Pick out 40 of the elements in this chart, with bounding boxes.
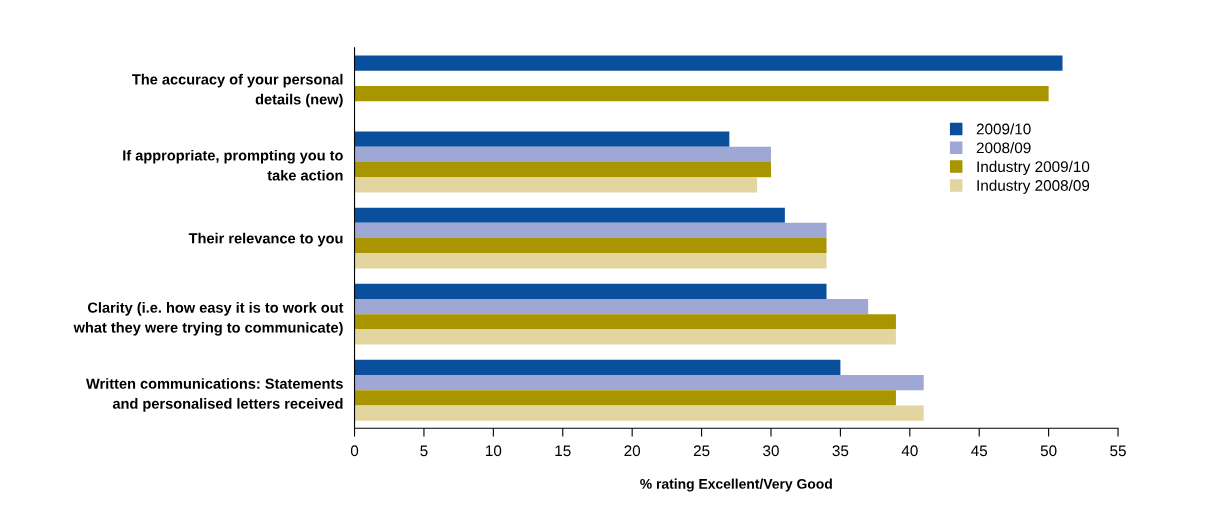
bar: [354, 359, 841, 376]
bar: [354, 146, 771, 162]
x-tick-label: 0: [350, 445, 359, 457]
bar: [354, 207, 785, 223]
x-tick-label: 10: [486, 445, 502, 457]
x-tick-label: 15: [555, 445, 571, 457]
y-tick-label: Their relevance to you: [188, 232, 343, 247]
y-tick-label: Clarity (i.e. how easy it is to work out what they were trying to communicate): [73, 302, 344, 336]
legend-label: 2008/09: [976, 142, 1031, 154]
legend-label: 2009/10: [976, 123, 1031, 135]
x-tick-label: 45: [971, 445, 988, 457]
y-tick-label: Written communications: Statements and personalised letters received: [86, 378, 343, 412]
x-tick-label: 25: [693, 445, 710, 457]
legend-label: Industry 2008/09: [977, 179, 1090, 194]
y-tick-label: The accuracy of your personal details (new): [132, 73, 343, 108]
legend-label: Industry 2009/10: [977, 160, 1090, 176]
x-tick-label: 30: [763, 445, 779, 457]
bar: [354, 375, 924, 391]
bar: [354, 283, 827, 299]
x-tick-label: 5: [420, 445, 428, 457]
bar: [354, 405, 924, 421]
bar: [354, 314, 896, 330]
x-tick-label: 55: [1110, 445, 1126, 457]
x-tick-label: 50: [1040, 445, 1057, 457]
bar: [354, 329, 896, 345]
bar: [354, 298, 869, 315]
bar: [354, 253, 827, 269]
bar: [354, 55, 1063, 71]
x-tick-label: 20: [624, 445, 641, 457]
bar: [354, 222, 827, 239]
bar: [354, 85, 1049, 102]
bar: [354, 161, 771, 178]
x-tick-label: 40: [901, 445, 918, 457]
bar: [354, 390, 896, 406]
bar: [354, 131, 730, 147]
y-tick-label: If appropriate, prompting you to take action: [123, 149, 343, 181]
x-tick-label: 35: [832, 445, 849, 457]
x-axis-title: % rating Excellent/Very Good: [640, 478, 832, 492]
bar: [354, 238, 827, 254]
bar: [354, 177, 758, 193]
